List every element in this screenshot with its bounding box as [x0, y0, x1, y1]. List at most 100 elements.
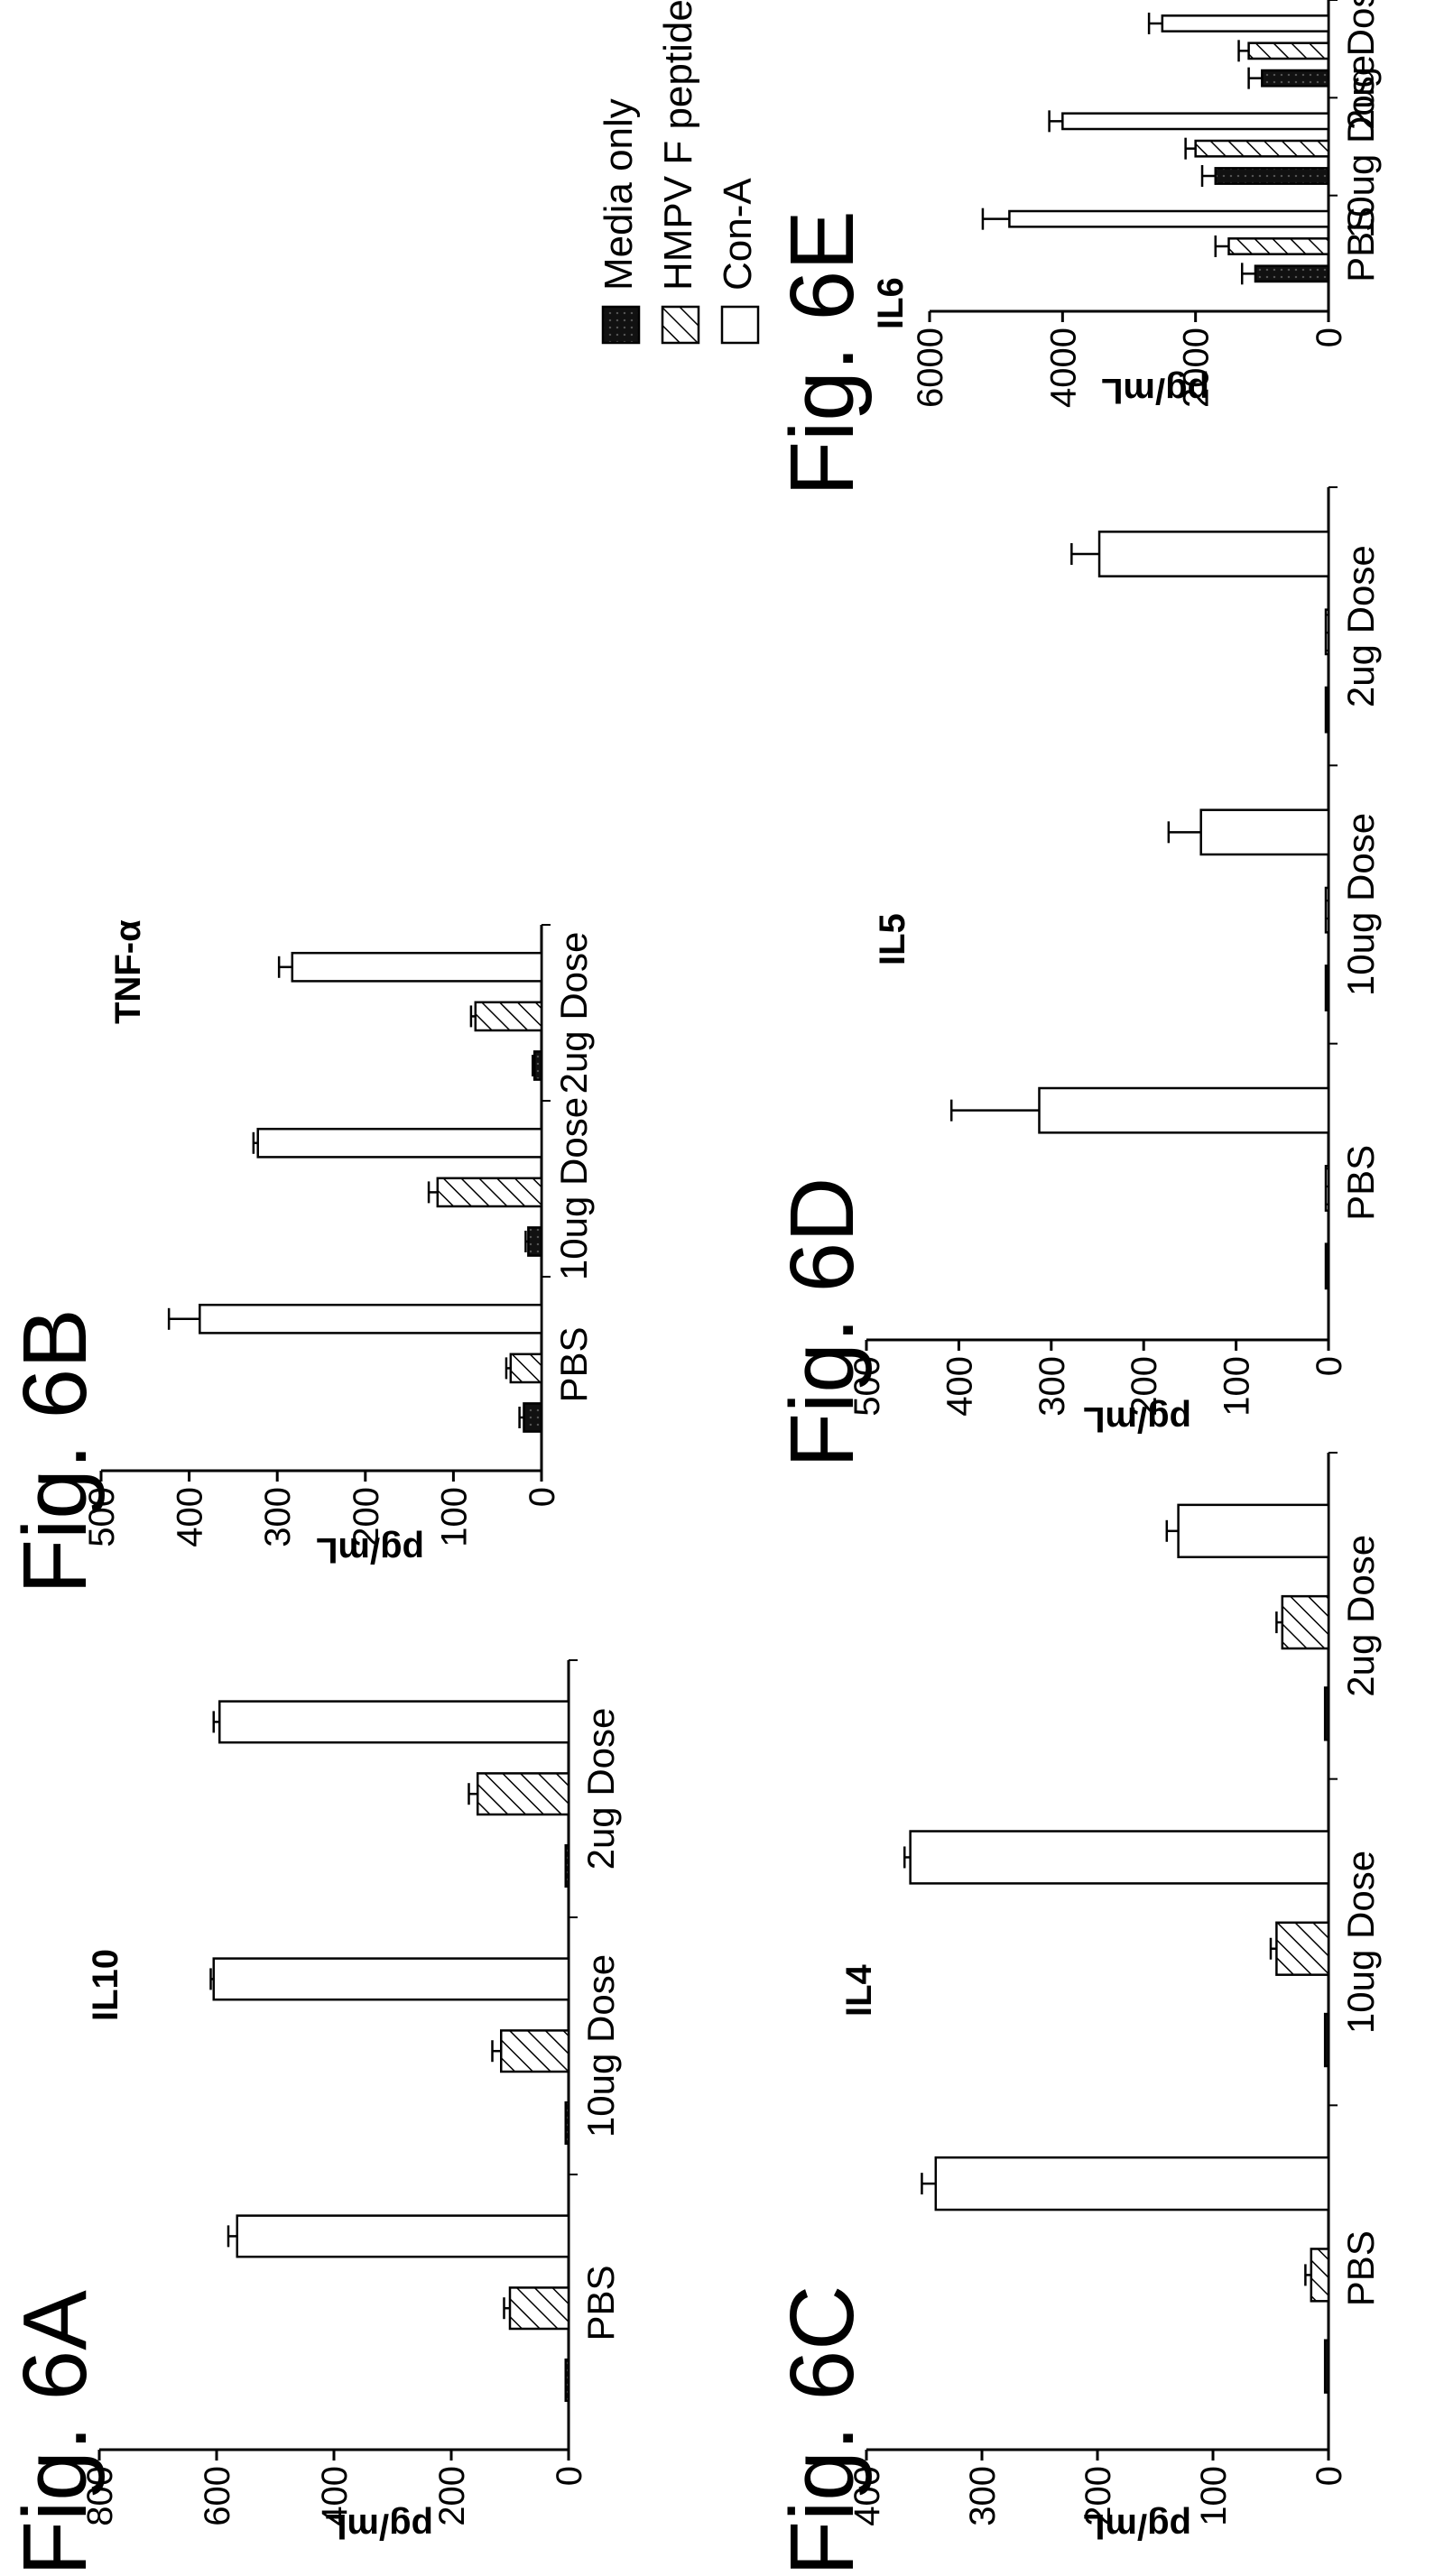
x-tick-label: 10ug Dose	[552, 1097, 595, 1280]
legend-label: Media only	[597, 98, 641, 291]
y-tick-label: 400	[171, 1487, 210, 1547]
bar-1-3	[1324, 686, 1330, 734]
figure-label: Fig. 6B	[5, 1308, 106, 1594]
bar-2-3	[1324, 608, 1330, 656]
y-tick-label: 6000	[911, 328, 950, 408]
legend: Media only HMPV F peptide pool Con-A	[597, 0, 760, 345]
y-tick-label: 400	[940, 1356, 979, 1417]
y-tick-label: 2000	[1177, 328, 1217, 408]
bar-2-1	[508, 2286, 570, 2331]
y-tick-label: 300	[963, 2466, 1003, 2526]
bar-2-3	[474, 1001, 543, 1032]
chart-3: Fig. 6C IL4 pg/mL 0 100 200 300 400 PBS 10ug Dose…	[772, 1452, 1382, 2576]
x-tick-label: 10ug Dose	[1339, 55, 1382, 238]
y-tick-label: 100	[1217, 1356, 1257, 1417]
x-tick-label: 2ug Dose	[1339, 1535, 1382, 1697]
x-tick-label: 10ug Dose	[1339, 813, 1382, 996]
bar-1-2	[527, 1226, 543, 1257]
y-axis-label: pg/mL	[1101, 371, 1209, 411]
bar-3-2	[1199, 808, 1330, 856]
legend-label: Con-A	[716, 178, 760, 291]
chart-title: IL6	[871, 277, 911, 329]
x-tick-label: PBS	[1339, 1145, 1382, 1221]
x-tick-label: 2ug Dose	[552, 932, 595, 1094]
bar-2-1	[1227, 237, 1330, 255]
y-tick-label: 100	[1194, 2466, 1234, 2526]
bar-1-1	[1254, 264, 1330, 283]
x-tick-label: 2ug Dose	[579, 1708, 622, 1870]
x-tick-label: PBS	[1339, 207, 1382, 282]
bar-1-2	[1324, 965, 1330, 1011]
y-tick-label: 300	[258, 1487, 298, 1547]
y-tick-label: 100	[434, 1487, 474, 1547]
figure-label: Fig. 6D	[772, 1177, 873, 1468]
bar-3-1	[1008, 209, 1330, 228]
y-tick-label: 400	[847, 2466, 887, 2526]
chart-title: IL5	[873, 913, 912, 965]
figure-label: Fig. 6E	[772, 210, 873, 496]
bar-3-1	[236, 2214, 570, 2258]
chart-4: Fig. 6D IL5 pg/mL 0 100 200 300 400 500 PBS 10ug D…	[772, 486, 1382, 1468]
y-tick-label: 400	[315, 2466, 355, 2526]
bar-1-2	[564, 2101, 570, 2146]
y-tick-label: 0	[1310, 328, 1349, 347]
bar-3-2	[909, 1830, 1330, 1885]
x-tick-label: PBS	[579, 2265, 622, 2341]
bar-3-3	[1097, 531, 1330, 577]
bar-2-1	[509, 1353, 543, 1384]
bar-2-2	[1275, 1921, 1330, 1976]
bar-1-3	[564, 1843, 570, 1888]
legend-swatch	[720, 305, 760, 345]
chart-1: Fig. 6A IL10 pg/mL 0 200 400 600 800 PBS 10ug Dos…	[5, 1659, 622, 2576]
bar-3-3	[1177, 1503, 1330, 1558]
bar-1-1	[523, 1402, 543, 1433]
bar-3-2	[212, 1957, 570, 2001]
x-tick-label: 10ug Dose	[579, 1954, 622, 2137]
bar-3-2	[1061, 112, 1330, 131]
bar-2-1	[1310, 2248, 1330, 2303]
figure-label: Fig. 6C	[772, 2285, 873, 2576]
y-tick-label: 0	[1310, 2466, 1349, 2486]
y-tick-label: 500	[847, 1356, 887, 1417]
bar-1-1	[1323, 2339, 1330, 2394]
y-tick-label: 200	[1079, 2466, 1118, 2526]
bar-1-1	[564, 2358, 570, 2403]
x-tick-label: PBS	[552, 1326, 595, 1402]
y-axis-label: pg/mL	[1083, 1399, 1191, 1439]
legend-label: HMPV F peptide pool	[656, 0, 700, 291]
x-tick-label: 10ug Dose	[1339, 1851, 1382, 2034]
x-tick-label: 2ug Dose	[1339, 0, 1382, 130]
bar-2-3	[1281, 1594, 1330, 1650]
bar-2-3	[1247, 42, 1330, 60]
bar-1-3	[532, 1050, 543, 1081]
bar-2-2	[1194, 139, 1330, 158]
bar-3-2	[256, 1127, 543, 1159]
y-tick-label: 500	[82, 1487, 122, 1547]
y-axis-label: pg/mL	[325, 2507, 433, 2546]
y-tick-label: 200	[432, 2466, 472, 2526]
chart-title: IL10	[86, 1949, 125, 2021]
chart-title: IL4	[839, 1963, 879, 2017]
x-tick-label: 2ug Dose	[1339, 545, 1382, 707]
y-tick-label: 800	[80, 2466, 120, 2526]
bar-3-1	[199, 1303, 543, 1334]
bar-3-3	[218, 1700, 570, 1744]
y-tick-label: 300	[1032, 1356, 1072, 1417]
bar-3-1	[934, 2156, 1330, 2211]
y-tick-label: 600	[198, 2466, 237, 2526]
chart-title: TNF-α	[108, 919, 148, 1024]
bar-3-3	[1161, 14, 1330, 32]
figure-label: Fig. 6A	[5, 2290, 106, 2576]
bar-1-3	[1323, 1686, 1330, 1741]
y-tick-label: 4000	[1043, 328, 1083, 408]
chart-2: Fig. 6B TNF-α pg/mL 0 100 200 300 400 500 PBS 10ug…	[5, 919, 595, 1594]
bar-2-2	[1324, 886, 1330, 934]
y-tick-label: 200	[1125, 1356, 1164, 1417]
bar-3-3	[291, 951, 543, 983]
bar-1-1	[1324, 1242, 1330, 1290]
bar-1-2	[1214, 167, 1330, 185]
legend-swatch	[661, 305, 700, 345]
